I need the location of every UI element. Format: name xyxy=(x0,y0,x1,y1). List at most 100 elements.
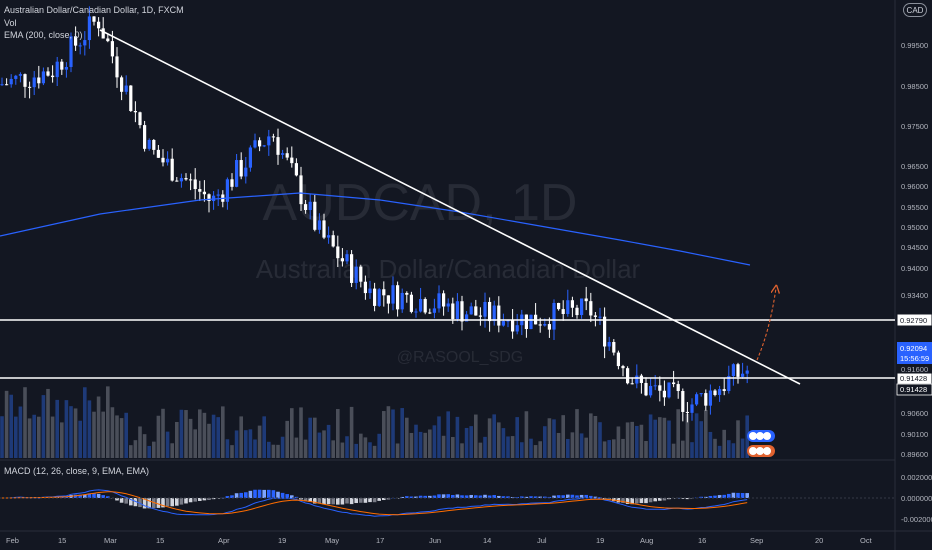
volume-legend[interactable]: Vol xyxy=(4,18,17,28)
macd-histogram-bar xyxy=(474,495,478,498)
price-axis[interactable]: 0.99500 0.98500 0.97500 0.96500 0.96000 … xyxy=(901,41,928,459)
candle-body xyxy=(400,292,404,310)
candle-body xyxy=(442,293,446,307)
ema-200-line xyxy=(0,192,751,266)
candle-body xyxy=(695,394,699,405)
price-tick: 0.95000 xyxy=(901,223,928,232)
macd-histogram-bar xyxy=(78,494,82,498)
volume-bar xyxy=(55,399,59,458)
candle-body xyxy=(285,153,289,158)
candle-body xyxy=(612,342,616,353)
volume-bar xyxy=(520,442,524,458)
volume-bar xyxy=(635,425,639,458)
candle-body xyxy=(147,139,151,149)
candle-body xyxy=(317,220,321,230)
macd-legend[interactable]: MACD (12, 26, close, 9, EMA, EMA) xyxy=(4,466,150,476)
symbol-title[interactable]: Australian Dollar/Canadian Dollar, 1D, F… xyxy=(4,5,184,15)
volume-bar xyxy=(625,422,630,458)
macd-histogram-bar xyxy=(745,493,749,498)
support-price-label: 0.91428 xyxy=(896,372,932,385)
volume-bar xyxy=(257,425,262,458)
candle-body xyxy=(46,71,50,76)
volume-bar xyxy=(184,410,188,458)
macd-histogram-bar xyxy=(179,498,184,505)
volume-bar xyxy=(101,411,105,458)
macd-histogram-bar xyxy=(299,498,303,500)
candle-body xyxy=(166,158,170,163)
volume-bar xyxy=(662,417,667,458)
macd-histogram-bar xyxy=(156,498,161,508)
candle-body xyxy=(552,302,556,330)
volume-bar xyxy=(460,443,464,458)
macd-histogram-bar xyxy=(193,498,197,502)
volume-bar xyxy=(690,442,694,458)
ema-legend[interactable]: EMA (200, close, 0) xyxy=(4,30,83,40)
macd-histogram-bar xyxy=(165,498,170,507)
volume-bar xyxy=(336,409,340,458)
candle-body xyxy=(170,158,174,181)
descending-trendline[interactable] xyxy=(99,29,801,385)
volume-bar xyxy=(87,400,92,458)
macd-histogram-bar xyxy=(331,498,335,505)
volume-bar xyxy=(529,438,533,458)
projection-arrow[interactable] xyxy=(756,288,776,361)
volume-bar xyxy=(727,440,731,458)
macd-histogram-bar xyxy=(602,498,607,500)
candle-body xyxy=(69,36,73,67)
candle-body xyxy=(492,305,496,322)
candle-body xyxy=(143,125,147,149)
candle-body xyxy=(193,179,197,190)
volume-bar xyxy=(92,411,96,458)
macd-histogram-bar xyxy=(271,490,276,498)
macd-histogram-bar xyxy=(529,496,533,498)
candle-body xyxy=(621,366,625,369)
candle-body xyxy=(248,147,252,168)
volume-bar xyxy=(699,421,703,458)
svg-text:0.92094: 0.92094 xyxy=(900,344,927,353)
volume-bar xyxy=(60,422,64,458)
candle-body xyxy=(704,393,708,406)
candle-body xyxy=(179,178,183,182)
macd-histogram-bar xyxy=(708,495,713,498)
candle-body xyxy=(391,285,395,304)
macd-histogram xyxy=(0,489,749,509)
volume-bar xyxy=(211,414,216,458)
macd-histogram-bar xyxy=(428,495,432,498)
candle-body xyxy=(566,300,570,314)
volume-bar xyxy=(253,439,257,458)
macd-signal-line xyxy=(2,491,748,516)
volume-bar xyxy=(271,444,276,458)
volume-bar xyxy=(41,395,46,458)
currency-badge[interactable]: CAD xyxy=(903,3,927,17)
candle-body xyxy=(547,324,551,330)
candle-body xyxy=(64,66,68,70)
macd-histogram-bar xyxy=(106,496,110,498)
volume-bar xyxy=(349,406,354,458)
volume-bar xyxy=(285,420,289,458)
volume-bar xyxy=(644,441,648,458)
time-axis[interactable]: Feb 15 Mar 15 Apr 19 May 17 Jun 14 Jul 1… xyxy=(6,536,873,545)
time-tick: 19 xyxy=(596,536,604,545)
candle-body xyxy=(616,352,620,367)
candle-body xyxy=(603,316,607,347)
volume-bar xyxy=(354,443,358,458)
candle-body xyxy=(745,370,749,374)
volume-bar xyxy=(313,417,317,458)
macd-histogram-bar xyxy=(561,495,565,498)
candle-body xyxy=(336,246,340,259)
macd-histogram-bar xyxy=(533,496,538,498)
macd-histogram-bar xyxy=(133,498,138,507)
macd-histogram-bar xyxy=(492,495,496,498)
candle-body xyxy=(630,383,634,385)
volume-bar xyxy=(515,417,519,458)
candle-body xyxy=(152,139,156,150)
macd-histogram-bar xyxy=(290,495,294,498)
candle-body xyxy=(478,315,482,317)
macd-histogram-bar xyxy=(359,498,363,503)
volume-bar xyxy=(23,387,27,458)
watermark-name: Australian Dollar/Canadian Dollar xyxy=(256,254,641,284)
price-tick: 0.90100 xyxy=(901,430,928,439)
volume-bar xyxy=(78,420,82,458)
volume-bar xyxy=(694,413,699,458)
